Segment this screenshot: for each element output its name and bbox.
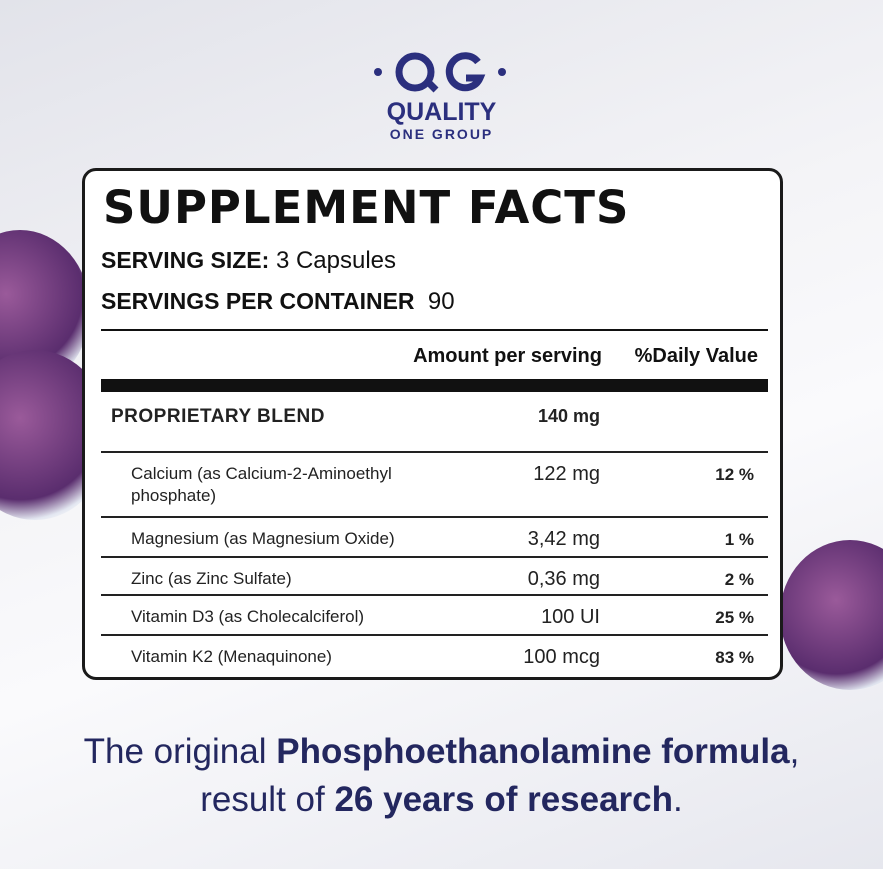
daily-value: 12 % xyxy=(715,465,754,484)
decor-blob xyxy=(780,540,883,690)
facts-row: Vitamin D3 (as Cholecalciferol) 100 UI 25 … xyxy=(101,596,768,636)
daily-value: 25 % xyxy=(715,608,754,627)
nutrient-name: Magnesium (as Magnesium Oxide) xyxy=(131,529,395,548)
facts-row: Calcium (as Calcium-2-Aminoethyl phospha… xyxy=(101,453,768,518)
thick-divider xyxy=(101,379,768,392)
text: result of xyxy=(200,780,335,819)
nutrient-name: PROPRIETARY BLEND xyxy=(111,406,326,427)
tagline-line: result of 26 years of research. xyxy=(0,780,883,820)
nutrient-amount: 3,42 mg xyxy=(527,528,600,550)
nutrient-amount: 100 mcg xyxy=(523,646,600,668)
nutrient-amount: 100 UI xyxy=(541,606,600,628)
logo-icon xyxy=(374,52,506,93)
label: SERVINGS PER CONTAINER xyxy=(101,288,415,314)
serving-size: SERVING SIZE: 3 Capsules xyxy=(101,247,396,275)
nutrient-amount: 0,36 mg xyxy=(527,568,600,590)
facts-title: SUPPLEMENT FACTS xyxy=(103,181,630,234)
text: . xyxy=(673,780,683,819)
nutrient-name: Zinc (as Zinc Sulfate) xyxy=(131,569,292,588)
nutrient-name: Vitamin K2 (Menaquinone) xyxy=(131,647,332,666)
divider xyxy=(101,329,768,331)
value: 90 xyxy=(427,288,455,315)
text-bold: 26 years of research xyxy=(334,780,674,819)
nutrient-name: Calcium (as Calcium-2-Aminoethyl phospha… xyxy=(131,464,392,505)
nutrient-amount: 122 mg xyxy=(533,463,600,485)
text: , xyxy=(789,732,800,771)
daily-value: 1 % xyxy=(724,530,754,549)
value: 3 Capsules xyxy=(275,247,397,274)
label: SERVING SIZE: xyxy=(101,247,270,273)
servings-per-container: SERVINGS PER CONTAINER 90 xyxy=(101,288,455,316)
facts-row: Vitamin K2 (Menaquinone) 100 mcg 83 % xyxy=(101,636,768,676)
logo-subname: ONE GROUP xyxy=(389,126,494,142)
daily-value: 83 % xyxy=(715,648,754,667)
text: The original xyxy=(83,732,277,771)
text-bold: Phosphoethanolamine formula xyxy=(276,732,790,771)
facts-row: Zinc (as Zinc Sulfate) 0,36 mg 2 % xyxy=(101,558,768,596)
nutrient-name: Vitamin D3 (as Cholecalciferol) xyxy=(131,607,365,626)
logo-name: QUALITY xyxy=(386,98,497,126)
column-header: %Daily Value xyxy=(634,345,758,367)
facts-row: Magnesium (as Magnesium Oxide) 3,42 mg 1 % xyxy=(101,518,768,558)
daily-value: 2 % xyxy=(724,570,754,589)
nutrient-amount: 140 mg xyxy=(537,406,600,426)
facts-row: PROPRIETARY BLEND 140 mg xyxy=(101,392,768,453)
tagline-line: The original Phosphoethanolamine formula… xyxy=(0,732,883,772)
facts-panel: SUPPLEMENT FACTS SERVING SIZE: 3 Capsule… xyxy=(82,168,783,680)
column-header: Amount per serving xyxy=(413,345,602,367)
